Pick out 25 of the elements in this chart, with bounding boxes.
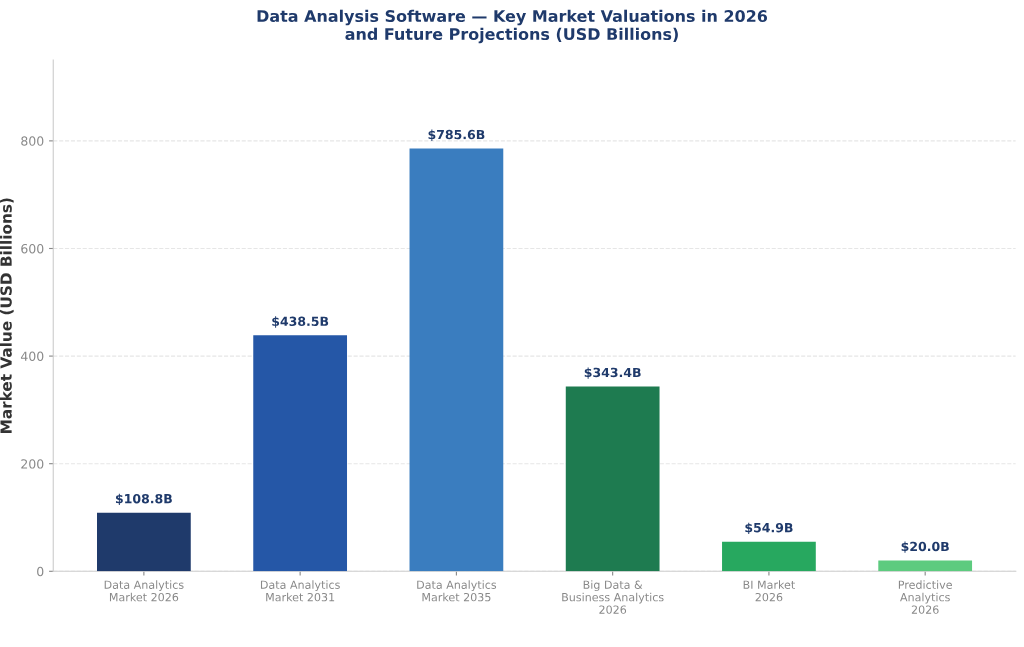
bar: [722, 541, 816, 572]
x-tick-label: BI Market 2026: [743, 580, 795, 602]
x-tick-label: Data Analytics Market 2026: [104, 580, 184, 602]
x-tick-label: Big Data & Business Analytics 2026: [562, 580, 664, 614]
y-tick-label: 200: [21, 459, 44, 469]
bar: [409, 148, 504, 572]
y-tick-label: 600: [21, 243, 44, 254]
bar: [97, 512, 191, 572]
data-label: $438.5B: [272, 316, 329, 328]
y-tick-label: 800: [21, 136, 44, 146]
bar: [565, 386, 660, 572]
y-tick-label: 400: [20, 351, 44, 362]
chart-title: Data Analysis Software — Key Market Valuations in 2026 and Future Projections (USD Billions): [257, 9, 768, 44]
bar: [253, 335, 348, 572]
data-label: $343.4B: [584, 367, 641, 379]
data-label: $785.6B: [428, 129, 485, 141]
x-tick-label: Data Analytics Market 2031: [260, 580, 340, 602]
x-tick-label: Data Analytics Market 2035: [417, 580, 497, 602]
x-tick-label: Predictive Analytics 2026: [898, 580, 952, 614]
data-label: $20.0B: [901, 541, 949, 553]
data-label: $108.8B: [115, 493, 172, 506]
bar: [878, 560, 973, 572]
y-tick-label: 0: [37, 566, 44, 577]
data-label: $54.9B: [745, 522, 793, 535]
y-axis-title: Market Value (USD Billions): [0, 198, 14, 433]
